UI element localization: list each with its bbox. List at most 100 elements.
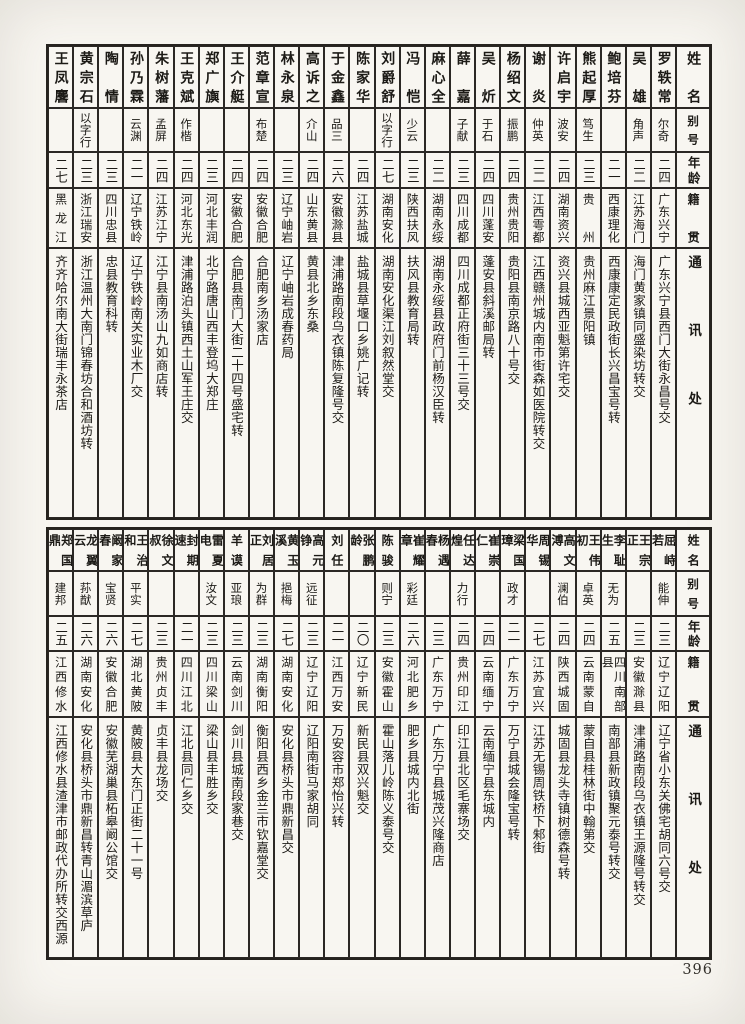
entry-cell-name: 陶情 — [98, 46, 124, 108]
entry-cell-age: 二三 — [98, 152, 124, 188]
entry-name: 徐文叔 — [148, 534, 174, 566]
entry-cell-alias: 云渊 — [123, 108, 149, 152]
entry-age: 二四 — [480, 157, 496, 183]
entry-cell-address: 肥乡县城内北街 — [399, 717, 425, 958]
entry-native: 湖南永绥 — [430, 193, 445, 243]
entry-cell-alias: 子献 — [449, 108, 475, 152]
entry-cell-age: 二六 — [98, 616, 124, 651]
entry-cell-native: 江西万安 — [324, 651, 350, 717]
entry-cell-alias — [148, 571, 174, 616]
entry-cell-alias: 为群 — [248, 571, 274, 616]
entry-address: 城固县龙头寺镇树德森号转 — [555, 724, 571, 880]
entry-cell-address: 黄陂县大东门正街二十一号 — [123, 717, 149, 958]
entry-column: 王治和 平实 二七 湖北黄陂 黄陂县大东门正街二十一号 — [123, 529, 149, 958]
entry-native: 辽宁辽阳 — [304, 656, 319, 712]
entry-native: 广东兴宁 — [656, 193, 671, 243]
entry-cell-alias: 卓英 — [575, 571, 601, 616]
entry-address: 辽宁铁岭南关实业木厂交 — [128, 255, 144, 398]
entry-address: 海门黄家镇同盛染坊转交 — [630, 255, 646, 398]
entry-cell-name: 羊谟 — [223, 529, 249, 571]
entry-alias: 力行 — [455, 581, 470, 606]
entry-column: 朱树藩 孟屏 二四 江苏江宁 江宁县南汤山九如商店转 — [148, 46, 174, 518]
entry-cell-address: 北宁路唐山西丰登坞大郑庄 — [198, 248, 224, 518]
entry-address: 辽阳南街马家胡同 — [304, 724, 320, 828]
entry-cell-native: 湖南衡阳 — [248, 651, 274, 717]
entry-cell-native: 山东黄县 — [299, 188, 325, 248]
entry-name: 高文溥 — [550, 534, 576, 566]
entry-address: 浙江温州大南门锦春坊合和酒坊转 — [78, 255, 94, 450]
entry-cell-address: 扶风县教育局转 — [399, 248, 425, 518]
entry-alias: 以字行 — [78, 112, 93, 148]
entry-native: 四川成都 — [455, 193, 470, 243]
entry-age: 二三 — [103, 157, 119, 183]
entry-cell-native: 四川南部县 — [600, 651, 626, 717]
entry-column: 高诉之 介山 二四 山东黄县 黄县北乡东桑 — [299, 46, 325, 518]
entry-cell-address: 新民县双兴魁交 — [349, 717, 375, 958]
entry-cell-alias — [223, 108, 249, 152]
entry-native: 贵州 — [581, 193, 596, 243]
entry-cell-alias: 远征 — [299, 571, 325, 616]
directory-table-bottom: 姓名 别号 年龄 籍贯 通讯处 屈峙若 能伸 二三 辽宁辽阳 辽宁省小东关佛宅胡同六号交 王宗正 二三… — [46, 527, 712, 960]
entry-cell-name: 陈骏 — [374, 529, 400, 571]
entry-cell-native: 陕西城固 — [550, 651, 576, 717]
entry-cell-address: 贞丰县龙场交 — [148, 717, 174, 958]
entry-alias: 政才 — [505, 581, 520, 606]
entry-address: 忠县教育科转 — [103, 255, 119, 333]
entry-native: 安徽合肥 — [103, 656, 118, 712]
entry-cell-name: 张鹏龄 — [349, 529, 375, 571]
entry-cell-age: 二三 — [148, 616, 174, 651]
entry-name: 范章宣 — [253, 51, 270, 103]
entry-cell-age: 二五 — [47, 616, 73, 651]
entry-cell-address: 云南缅宁县东城内 — [475, 717, 501, 958]
entry-address: 湖南安化渠江刘叙然堂交 — [379, 255, 395, 398]
entry-address: 津浦路南段乌衣镇王源隆号转交 — [630, 724, 646, 906]
entry-cell-native: 江苏海门 — [625, 188, 651, 248]
entry-native: 湖南安化 — [279, 656, 294, 712]
entry-cell-alias — [349, 108, 375, 152]
entry-cell-age: 二四 — [449, 616, 475, 651]
header-label-age: 年龄 — [685, 620, 701, 647]
entry-name: 任达煌 — [449, 534, 475, 566]
entry-column: 高元铮 远征 二三 辽宁辽阳 辽阳南街马家胡同 — [299, 529, 325, 958]
entry-column: 徐文叔 二三 贵州贞丰 贞丰县龙场交 — [148, 529, 174, 958]
entry-cell-address: 贵阳县南京路八十号交 — [500, 248, 526, 518]
entry-name: 高诉之 — [303, 51, 320, 103]
entry-cell-alias — [424, 108, 450, 152]
entry-cell-native: 江苏盐城 — [349, 188, 375, 248]
entry-native: 四川蓬安 — [480, 193, 495, 243]
entry-age: 二四 — [153, 157, 169, 183]
entry-cell-alias — [324, 571, 350, 616]
entry-cell-name: 王伟初 — [575, 529, 601, 571]
entry-cell-address: 齐齐哈尔南大街瑞丰永茶店 — [47, 248, 73, 518]
entry-column: 阚家春 宝贤 二六 安徽合肥 安徽芜湖巢县柘皋阚公馆交 — [98, 529, 124, 958]
entry-cell-name: 高诉之 — [299, 46, 325, 108]
entry-column: 黄宗石 以字行 二三 浙江瑞安 浙江温州大南门锦春坊合和酒坊转 — [73, 46, 99, 518]
entry-cell-age: 二六 — [73, 616, 99, 651]
entry-age: 二三 — [379, 621, 395, 646]
entry-address: 剑川县城南段家巷交 — [228, 724, 244, 841]
entry-cell-name: 薛嘉 — [449, 46, 475, 108]
entry-cell-alias: 振鹏 — [500, 108, 526, 152]
entry-cell-native: 江苏宜兴 — [525, 651, 551, 717]
entry-address: 肥乡县城内北街 — [404, 724, 420, 815]
entry-cell-address: 安化县桥头市鼎新昌转青山湄滨草庐 — [73, 717, 99, 958]
entry-cell-alias: 挹梅 — [274, 571, 300, 616]
entry-age: 二一 — [329, 621, 345, 646]
entry-cell-age: 二三 — [198, 616, 224, 651]
entry-alias: 品三 — [329, 118, 344, 142]
entry-age: 二四 — [254, 157, 270, 183]
entry-cell-address: 津浦路南段乌衣镇陈复隆号交 — [324, 248, 350, 518]
entry-native: 河北丰润 — [204, 193, 219, 243]
entry-cell-address: 合肥南乡汤家店 — [248, 248, 274, 518]
entry-alias: 尔奇 — [656, 118, 671, 142]
entry-column: 鲍培芬 二一 西康理化 西康康定民政街长兴昌宝号转 — [600, 46, 626, 518]
entry-name: 熊起厚 — [580, 51, 597, 103]
entry-cell-native: 安徽合肥 — [223, 188, 249, 248]
entry-alias: 建邦 — [53, 581, 68, 606]
entry-name: 朱树藩 — [153, 51, 170, 103]
entry-cell-native: 云南蒙自 — [575, 651, 601, 717]
entry-cell-name: 林永泉 — [274, 46, 300, 108]
entry-alias: 为群 — [254, 581, 269, 606]
entry-column: 谢炎 仲英 二二 江西雩都 江西赣州城内南市街森如医院转交 — [525, 46, 551, 518]
entry-cell-alias — [349, 571, 375, 616]
